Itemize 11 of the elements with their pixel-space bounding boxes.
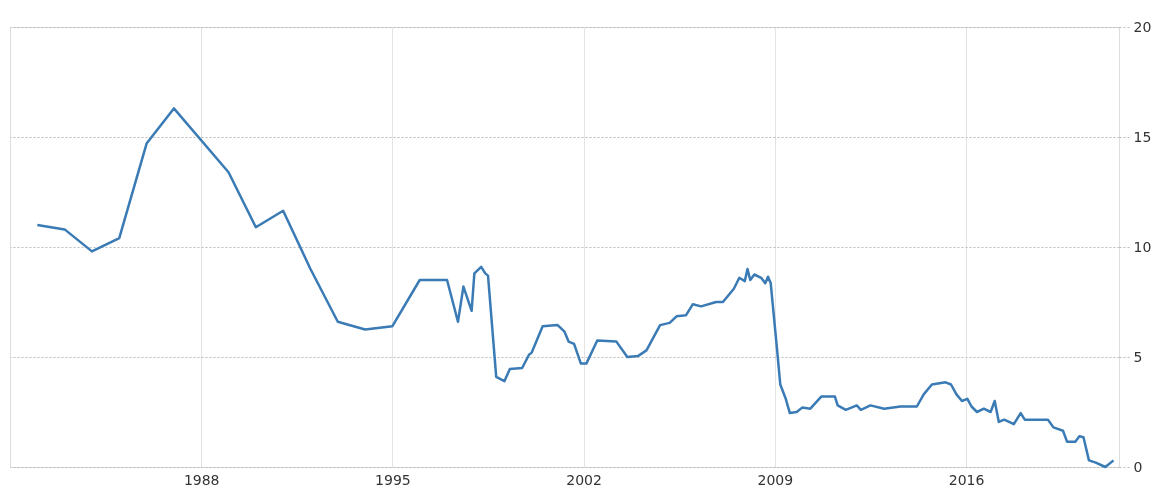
x-tick-label: 2009: [757, 471, 794, 488]
y-tick-label: 10: [1133, 238, 1152, 255]
y-tick-label: 15: [1133, 128, 1152, 145]
y-tick-label: 0: [1133, 458, 1143, 475]
y-tick-label: 5: [1133, 348, 1143, 365]
x-tick-label: 1988: [183, 471, 220, 488]
y-tick-label: 20: [1133, 18, 1152, 35]
line-series: [36, 107, 1115, 469]
x-tick-label: 2002: [566, 471, 602, 488]
x-tick-label: 2016: [948, 471, 985, 488]
x-tick-label: 1995: [375, 471, 411, 488]
